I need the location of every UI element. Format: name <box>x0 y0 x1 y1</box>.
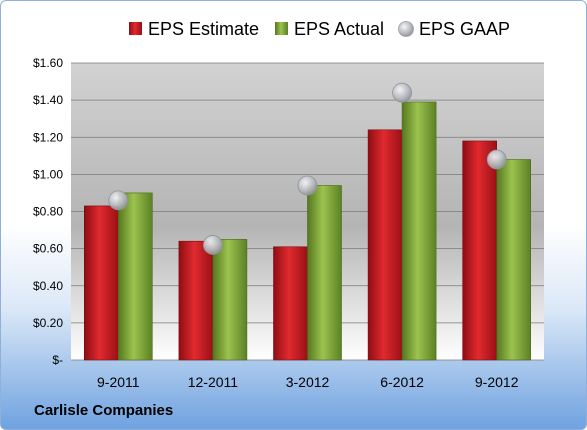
y-tick-label: $1.40 <box>33 93 63 107</box>
y-tick-label: $1.00 <box>33 167 63 181</box>
x-axis: 9-2011 12-2011 3-2012 6-2012 9-2012 <box>97 374 519 390</box>
bars <box>84 101 532 361</box>
legend-label-gaap: EPS GAAP <box>419 19 510 39</box>
legend-marker-gaap <box>398 21 414 37</box>
y-tick-label: $1.60 <box>33 56 63 70</box>
bar-eps-actual <box>401 101 437 361</box>
legend-swatch-actual <box>275 22 288 35</box>
y-tick-label: $0.40 <box>33 279 63 293</box>
marker-eps-gaap <box>392 82 413 103</box>
y-axis: $- $0.20 $0.40 $0.60 $0.80 $1.00 $1.20 $1.40 $1.… <box>33 56 63 367</box>
legend-label-actual: EPS Actual <box>294 19 384 39</box>
bar-eps-estimate <box>462 140 498 361</box>
bar-eps-estimate <box>273 246 308 361</box>
y-tick-label: $- <box>52 353 63 367</box>
bar-eps-estimate <box>84 205 119 361</box>
marker-eps-gaap <box>202 235 223 255</box>
marker-eps-gaap <box>486 149 507 170</box>
bar-eps-actual <box>212 239 248 361</box>
bar-eps-actual <box>307 185 342 361</box>
legend-label-estimate: EPS Estimate <box>148 19 259 39</box>
bar-eps-actual <box>496 159 532 361</box>
y-tick-label: $0.60 <box>33 242 63 256</box>
x-category-label: 9-2012 <box>475 374 519 390</box>
legend-swatch-estimate <box>129 22 142 35</box>
x-category-label: 6-2012 <box>380 374 424 390</box>
x-category-label: 3-2012 <box>286 374 330 390</box>
company-name: Carlisle Companies <box>34 402 174 419</box>
legend: EPS Estimate EPS Actual EPS GAAP <box>129 19 510 39</box>
marker-eps-gaap <box>108 190 129 211</box>
marker-eps-gaap <box>297 175 318 196</box>
y-tick-label: $0.20 <box>33 316 63 330</box>
bar-eps-estimate <box>178 240 214 361</box>
x-category-label: 9-2011 <box>97 374 140 390</box>
bar-eps-actual <box>118 192 153 361</box>
gaap-markers <box>108 82 507 255</box>
y-tick-label: $1.20 <box>33 130 63 144</box>
y-tick-label: $0.80 <box>33 205 63 219</box>
bar-eps-estimate <box>367 129 403 361</box>
x-category-label: 12-2011 <box>188 374 239 390</box>
